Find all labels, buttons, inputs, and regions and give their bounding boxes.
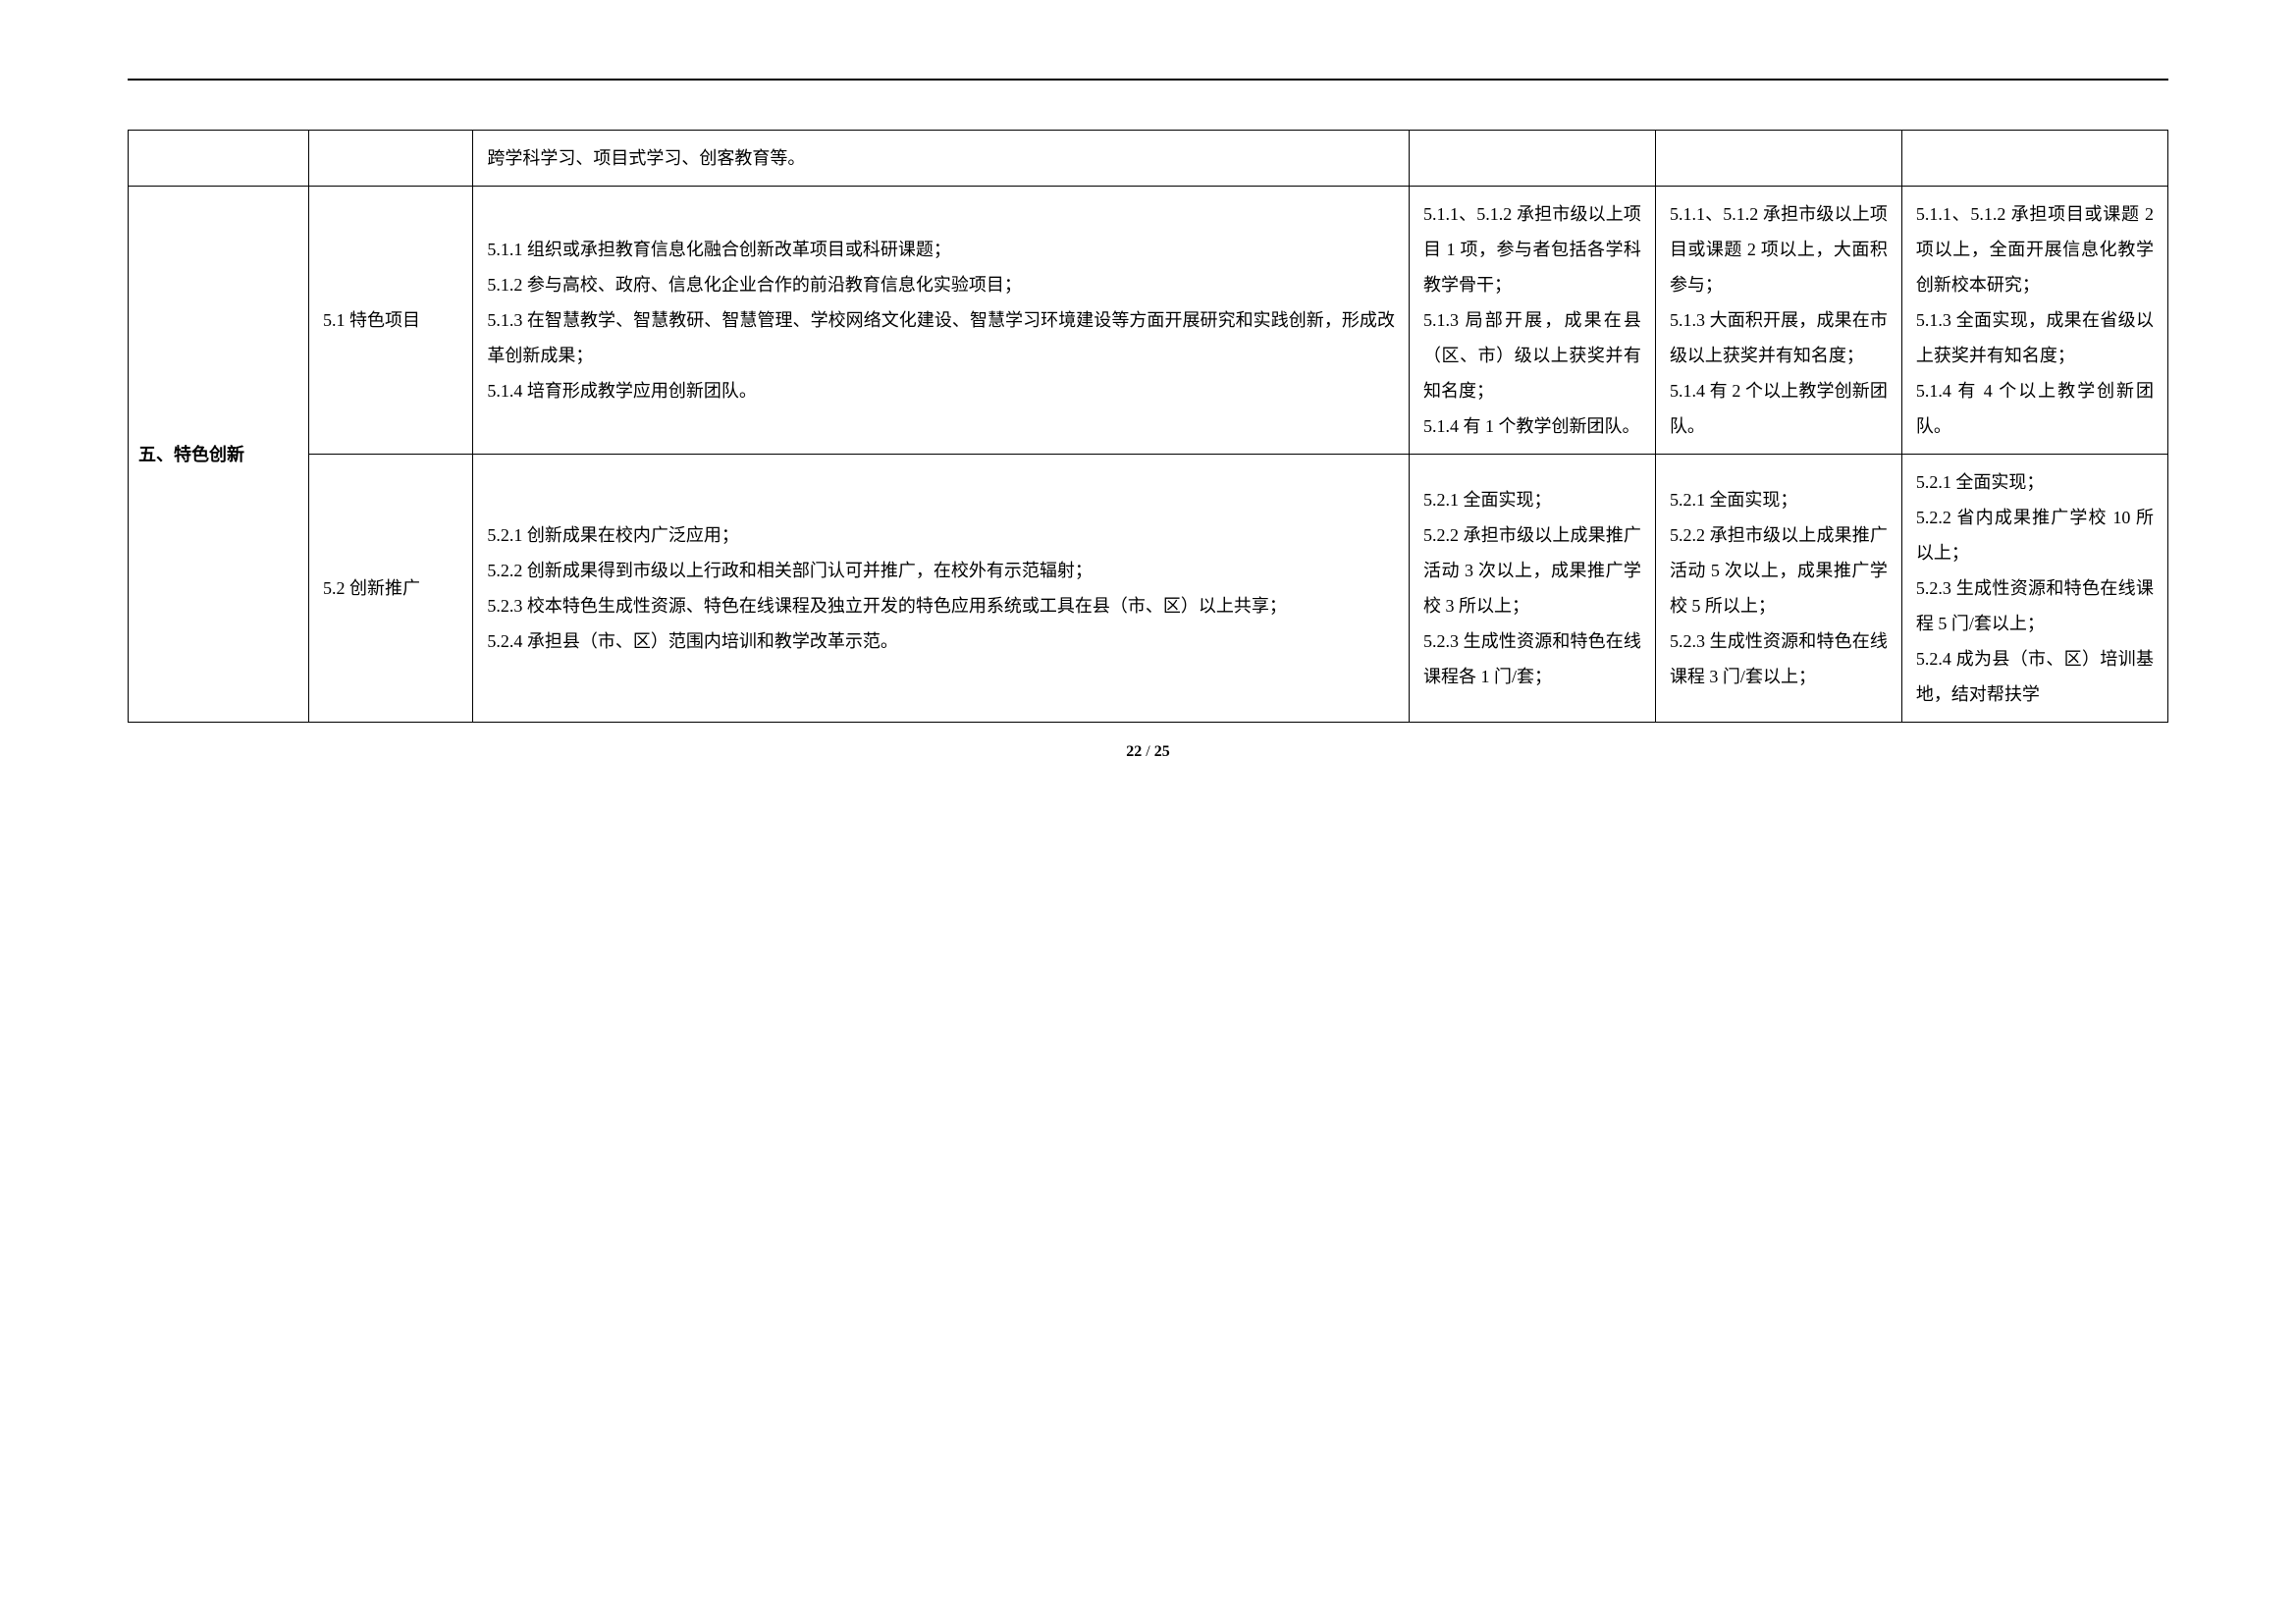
cell-sub-5-1: 5.1 特色项目 bbox=[309, 187, 473, 455]
cell-l2-5-2: 5.2.1 全面实现；5.2.2 承担市级以上成果推广活动 5 次以上，成果推广… bbox=[1655, 455, 1901, 723]
cell-empty-l3 bbox=[1901, 131, 2167, 187]
table-row: 5.2 创新推广 5.2.1 创新成果在校内广泛应用；5.2.2 创新成果得到市… bbox=[129, 455, 2168, 723]
cell-category-5: 五、特色创新 bbox=[129, 187, 309, 723]
cell-desc-5-1: 5.1.1 组织或承担教育信息化融合创新改革项目或科研课题；5.1.2 参与高校… bbox=[473, 187, 1410, 455]
page-current: 22 bbox=[1126, 743, 1142, 760]
page-container: 跨学科学习、项目式学习、创客教育等。 五、特色创新 5.1 特色项目 5.1.1… bbox=[0, 0, 2296, 1624]
cell-l3-5-1: 5.1.1、5.1.2 承担项目或课题 2 项以上，全面开展信息化教学创新校本研… bbox=[1901, 187, 2167, 455]
cell-l3-5-2: 5.2.1 全面实现；5.2.2 省内成果推广学校 10 所以上；5.2.3 生… bbox=[1901, 455, 2167, 723]
table-row: 五、特色创新 5.1 特色项目 5.1.1 组织或承担教育信息化融合创新改革项目… bbox=[129, 187, 2168, 455]
header-rule bbox=[128, 79, 2168, 81]
page-separator: / bbox=[1142, 743, 1153, 760]
cell-sub-5-2: 5.2 创新推广 bbox=[309, 455, 473, 723]
criteria-table: 跨学科学习、项目式学习、创客教育等。 五、特色创新 5.1 特色项目 5.1.1… bbox=[128, 130, 2168, 723]
cell-empty-category bbox=[129, 131, 309, 187]
cell-l1-5-2: 5.2.1 全面实现；5.2.2 承担市级以上成果推广活动 3 次以上，成果推广… bbox=[1409, 455, 1655, 723]
cell-empty-l1 bbox=[1409, 131, 1655, 187]
table-row: 跨学科学习、项目式学习、创客教育等。 bbox=[129, 131, 2168, 187]
cell-empty-l2 bbox=[1655, 131, 1901, 187]
page-total: 25 bbox=[1154, 743, 1170, 760]
cell-empty-sub bbox=[309, 131, 473, 187]
cell-l1-5-1: 5.1.1、5.1.2 承担市级以上项目 1 项，参与者包括各学科教学骨干；5.… bbox=[1409, 187, 1655, 455]
cell-row0-desc: 跨学科学习、项目式学习、创客教育等。 bbox=[473, 131, 1410, 187]
cell-l2-5-1: 5.1.1、5.1.2 承担市级以上项目或课题 2 项以上，大面积参与；5.1.… bbox=[1655, 187, 1901, 455]
cell-desc-5-2: 5.2.1 创新成果在校内广泛应用；5.2.2 创新成果得到市级以上行政和相关部… bbox=[473, 455, 1410, 723]
page-number: 22 / 25 bbox=[128, 736, 2168, 768]
